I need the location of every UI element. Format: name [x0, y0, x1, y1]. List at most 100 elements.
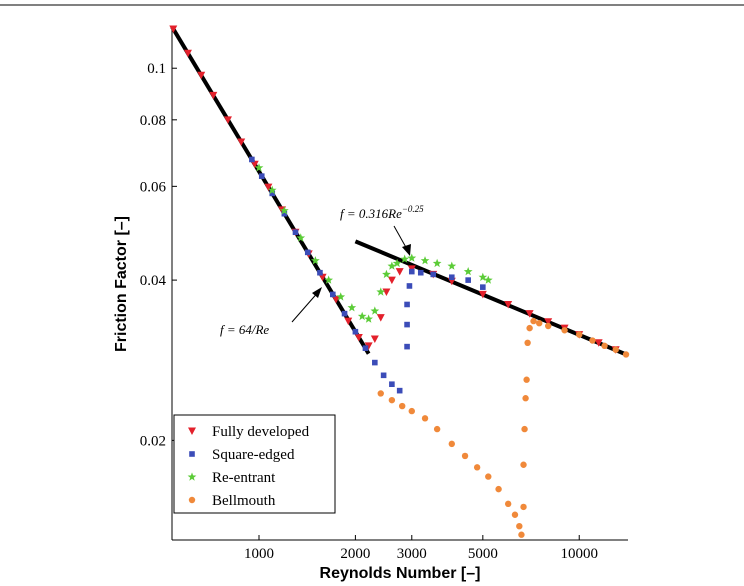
circle-marker [520, 461, 527, 468]
circle-marker [433, 425, 441, 433]
circle-marker [544, 322, 552, 330]
triangle-marker [197, 71, 206, 80]
star-marker [370, 306, 380, 315]
triangle-marker [188, 427, 196, 435]
triangle-marker [264, 183, 273, 192]
triangle-marker [382, 288, 391, 296]
circle-marker [473, 464, 481, 471]
y-axis-label: Friction Factor [–] [113, 216, 130, 352]
circle-marker [523, 376, 530, 383]
circle-marker [511, 511, 519, 518]
circle-marker [524, 339, 531, 347]
legend-label: Re-entrant [212, 470, 276, 486]
square-marker [396, 387, 403, 394]
square-marker [341, 310, 348, 317]
circle-marker [408, 407, 415, 415]
plot-area: 0.02 0.04 0.06 0.08 0.1 1000 2000 3000 5000 10000… [140, 25, 630, 562]
star-marker [311, 256, 320, 265]
x-tick-label: 2000 [340, 546, 370, 562]
triangle-marker [332, 295, 341, 304]
square-marker [362, 345, 369, 351]
square-marker [258, 173, 265, 179]
triangle-marker [594, 339, 603, 347]
square-marker [304, 249, 311, 256]
square-marker [417, 269, 424, 276]
star-marker [463, 267, 473, 276]
annotation: f = 64/Re [220, 322, 269, 337]
y-tick-label: 0.04 [140, 273, 167, 289]
square-marker [249, 156, 255, 163]
star-marker [364, 314, 373, 323]
circle-marker [377, 390, 384, 397]
triangle-marker [344, 317, 353, 326]
circle-marker [561, 327, 568, 334]
y-tick-label: 0.02 [140, 433, 166, 449]
fit-line [354, 239, 629, 358]
legend-box [173, 414, 336, 514]
star-marker [187, 472, 197, 481]
square-marker [465, 277, 471, 283]
legend-label: Fully developed [212, 424, 310, 440]
star-marker [420, 256, 430, 265]
triangle-marker [169, 25, 178, 33]
x-tick-label: 5000 [468, 546, 498, 562]
square-marker [317, 269, 323, 276]
x-tick-label: 10000 [560, 546, 598, 562]
triangle-marker [504, 300, 513, 309]
triangle-marker [237, 138, 246, 146]
square-marker [404, 321, 410, 328]
square-marker [389, 381, 395, 388]
arrow-head [312, 287, 322, 298]
triangle-marker [223, 116, 232, 124]
square-marker [404, 301, 410, 308]
star-marker [267, 185, 277, 194]
triangle-marker [250, 160, 259, 169]
triangle-marker [525, 310, 534, 318]
circle-marker [495, 485, 502, 493]
circle-marker [485, 473, 492, 480]
star-marker [296, 233, 306, 242]
triangle-marker [209, 91, 218, 100]
circle-marker [448, 440, 455, 448]
circle-marker [398, 402, 406, 410]
square-marker [448, 274, 455, 281]
circle-marker [622, 351, 630, 358]
square-marker [329, 291, 336, 298]
star-marker [280, 206, 289, 215]
square-marker [380, 372, 387, 379]
square-marker [292, 229, 299, 236]
circle-marker [522, 395, 529, 402]
circle-marker [461, 452, 469, 460]
star-marker [254, 163, 264, 172]
star-marker [382, 269, 391, 279]
annotation: f = 0.316Re−0.25 [340, 204, 424, 221]
square-marker [269, 190, 276, 197]
circle-marker [526, 324, 533, 332]
circle-marker [536, 319, 543, 327]
triangle-marker [478, 290, 487, 299]
square-marker [430, 271, 437, 278]
square-marker [352, 328, 359, 335]
y-tick-label: 0.06 [140, 179, 167, 195]
star-marker [347, 303, 357, 312]
star-marker [432, 258, 442, 268]
star-marker [357, 311, 367, 321]
triangle-marker [183, 49, 192, 58]
annotation-text: f = 0.316Re [340, 206, 402, 221]
star-marker [376, 287, 386, 296]
square-marker [372, 359, 378, 366]
star-marker [336, 292, 346, 301]
circle-marker [421, 415, 429, 422]
x-axis-label: Reynolds Number [–] [320, 565, 481, 582]
square-marker [189, 451, 195, 457]
star-marker [407, 253, 417, 262]
star-marker [447, 261, 457, 270]
circle-marker [188, 496, 196, 504]
triangle-marker [370, 335, 379, 344]
triangle-marker [395, 268, 404, 276]
triangle-marker [544, 318, 553, 326]
x-tick-label: 1000 [244, 546, 274, 562]
triangle-marker [364, 342, 373, 350]
circle-marker [601, 342, 608, 350]
